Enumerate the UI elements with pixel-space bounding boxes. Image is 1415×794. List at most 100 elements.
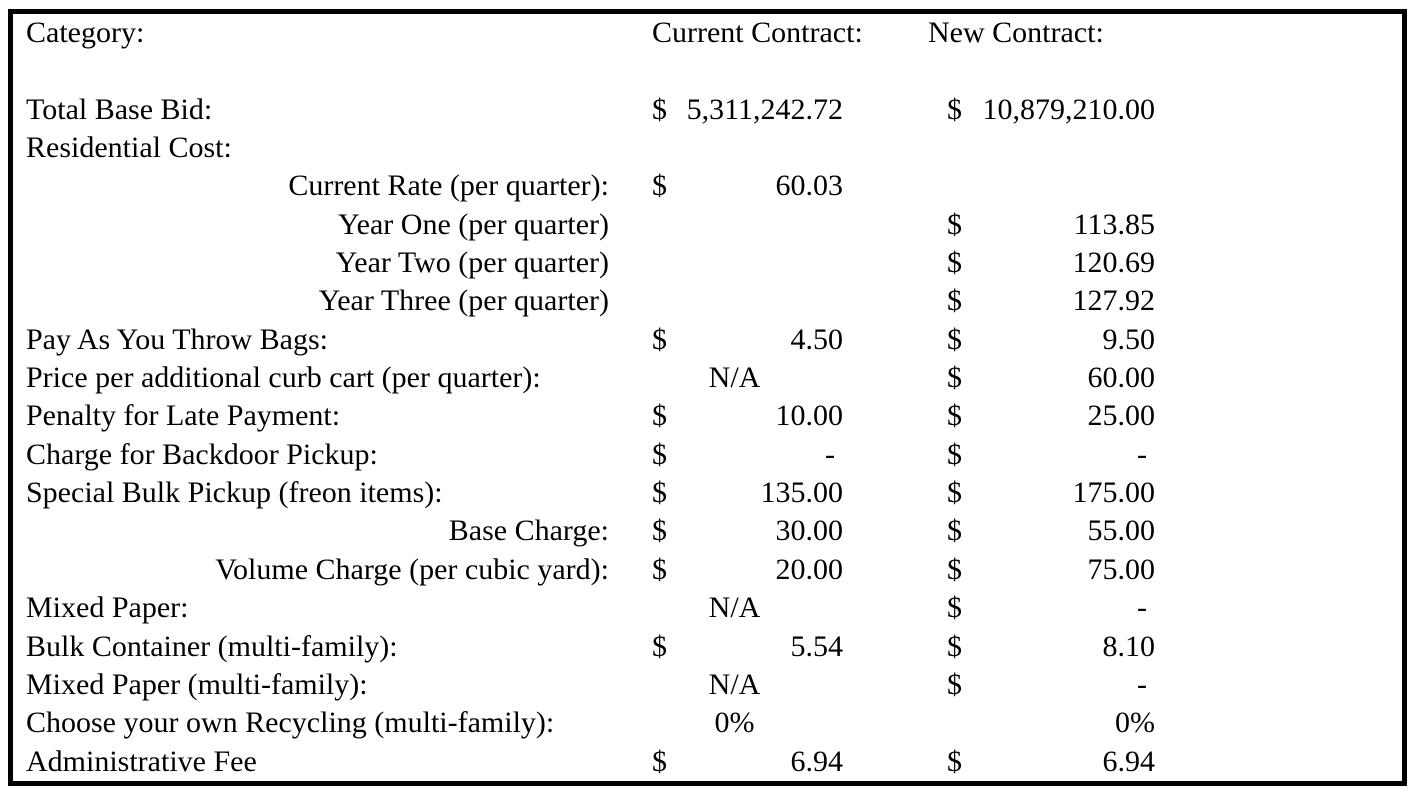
amount: 4.50 <box>790 322 844 356</box>
dollar-sign: $ <box>947 361 962 395</box>
amount: 60.03 <box>775 169 844 203</box>
new-contract-cell: $ 127.92 <box>947 282 1155 320</box>
row-label: Pay As You Throw Bags: <box>26 322 329 356</box>
new-contract-cell: 0% <box>947 704 1155 742</box>
new-contract-cell: $ - <box>947 666 1155 704</box>
row-label: Current Rate (per quarter): <box>288 169 609 203</box>
row-label: Residential Cost: <box>26 131 232 165</box>
amount: 30.00 <box>775 514 844 548</box>
amount: 135.00 <box>760 476 844 510</box>
amount: 10.00 <box>775 399 844 433</box>
dollar-sign: $ <box>947 207 962 241</box>
table-row: Penalty for Late Payment: $ 10.00 $ 25.0… <box>13 397 1402 435</box>
amount: 9.50 <box>1102 322 1156 356</box>
current-contract-column-header: Current Contract: <box>652 16 863 49</box>
table-row: Mixed Paper: N/A $ - <box>13 589 1402 627</box>
table-row: Administrative Fee $ 6.94 $ 6.94 <box>13 743 1402 781</box>
dollar-sign: $ <box>947 552 962 586</box>
current-contract-cell: $ 6.94 <box>652 743 843 781</box>
dollar-sign: $ <box>652 437 667 471</box>
current-contract-cell: $ 30.00 <box>652 512 843 550</box>
row-label: Mixed Paper (multi-family): <box>26 667 368 701</box>
current-contract-cell: $ 4.50 <box>652 321 843 359</box>
dollar-sign: $ <box>947 284 962 318</box>
amount: 55.00 <box>1087 514 1156 548</box>
dollar-sign: $ <box>652 629 667 663</box>
dollar-sign: $ <box>652 399 667 433</box>
table-row: Base Charge: $ 30.00 $ 55.00 <box>13 512 1402 550</box>
new-contract-cell: $ 55.00 <box>947 512 1155 550</box>
amount: 113.85 <box>1073 207 1155 241</box>
dollar-sign: $ <box>947 476 962 510</box>
dollar-sign: $ <box>947 514 962 548</box>
dollar-sign: $ <box>947 92 962 126</box>
dollar-sign: $ <box>947 591 962 625</box>
amount: 127.92 <box>1072 284 1156 318</box>
dollar-sign: $ <box>947 322 962 356</box>
table-header-row: Category: Current Contract: New Contract… <box>13 14 1402 52</box>
row-label: Choose your own Recycling (multi-family)… <box>26 706 555 740</box>
amount: 175.00 <box>1072 476 1156 510</box>
new-contract-cell: $ 10,879,210.00 <box>947 91 1155 129</box>
table-row: Year Two (per quarter) $ 120.69 <box>13 244 1402 282</box>
dollar-sign: $ <box>652 744 667 778</box>
category-column-header: Category: <box>26 16 145 49</box>
dollar-sign: $ <box>947 629 962 663</box>
table-row: Residential Cost: <box>13 129 1402 167</box>
dollar-sign: $ <box>947 744 962 778</box>
table-row: Total Base Bid: $ 5,311,242.72 $ 10,879,… <box>13 91 1402 129</box>
new-contract-cell: $ 6.94 <box>947 743 1155 781</box>
row-label: Mixed Paper: <box>26 591 189 625</box>
dollar-sign: $ <box>652 514 667 548</box>
dollar-sign: $ <box>947 246 962 280</box>
amount: 75.00 <box>1087 552 1156 586</box>
table-row: Volume Charge (per cubic yard): $ 20.00 … <box>13 551 1402 589</box>
new-contract-cell: $ 9.50 <box>947 321 1155 359</box>
table-row: Charge for Backdoor Pickup: $ - $ - <box>13 436 1402 474</box>
row-label: Bulk Container (multi-family): <box>26 629 398 663</box>
new-contract-cell: $ 120.69 <box>947 244 1155 282</box>
current-contract-cell: $ 5.54 <box>652 628 843 666</box>
amount: 10,879,210.00 <box>982 92 1156 126</box>
table-row: Current Rate (per quarter): $ 60.03 <box>13 167 1402 205</box>
new-contract-cell: $ - <box>947 589 1155 627</box>
new-contract-cell: $ 75.00 <box>947 551 1155 589</box>
dollar-sign: $ <box>947 399 962 433</box>
row-label: Charge for Backdoor Pickup: <box>26 437 378 471</box>
current-contract-cell: $ 10.00 <box>652 397 843 435</box>
row-label: Total Base Bid: <box>26 92 213 126</box>
zero-dash-value: - <box>1137 437 1147 471</box>
table-row: Year Three (per quarter) $ 127.92 <box>13 282 1402 320</box>
row-label: Special Bulk Pickup (freon items): <box>26 476 443 510</box>
row-label: Year Two (per quarter) <box>335 246 609 280</box>
new-contract-column-header: New Contract: <box>928 16 1104 49</box>
new-contract-cell: $ - <box>947 436 1155 474</box>
blank-row <box>13 52 1402 90</box>
amount: 6.94 <box>1102 744 1156 778</box>
amount: 25.00 <box>1087 399 1156 433</box>
new-contract-cell: $ 113.85 <box>947 206 1155 244</box>
current-contract-cell: N/A <box>652 589 843 627</box>
table-row: Pay As You Throw Bags: $ 4.50 $ 9.50 <box>13 321 1402 359</box>
amount: 5,311,242.72 <box>686 92 843 126</box>
current-contract-cell: N/A <box>652 666 843 704</box>
current-contract-cell: $ 20.00 <box>652 551 843 589</box>
dollar-sign: $ <box>652 552 667 586</box>
amount: 8.10 <box>1102 629 1156 663</box>
row-label: Year One (per quarter) <box>338 207 609 241</box>
zero-dash-value: - <box>825 437 835 471</box>
table-row: Special Bulk Pickup (freon items): $ 135… <box>13 474 1402 512</box>
current-contract-cell: $ 60.03 <box>652 167 843 205</box>
row-label: Base Charge: <box>448 514 609 548</box>
new-contract-cell: $ 60.00 <box>947 359 1155 397</box>
table-row: Price per additional curb cart (per quar… <box>13 359 1402 397</box>
amount: 20.00 <box>775 552 844 586</box>
percent-value: 0% <box>714 706 755 740</box>
percent-value: 0% <box>1115 706 1155 740</box>
table-row: Bulk Container (multi-family): $ 5.54 $ … <box>13 628 1402 666</box>
new-contract-cell: $ 175.00 <box>947 474 1155 512</box>
table-row: Mixed Paper (multi-family): N/A $ - <box>13 666 1402 704</box>
row-label: Penalty for Late Payment: <box>26 399 341 433</box>
row-label: Volume Charge (per cubic yard): <box>215 552 609 586</box>
new-contract-cell: $ 8.10 <box>947 628 1155 666</box>
